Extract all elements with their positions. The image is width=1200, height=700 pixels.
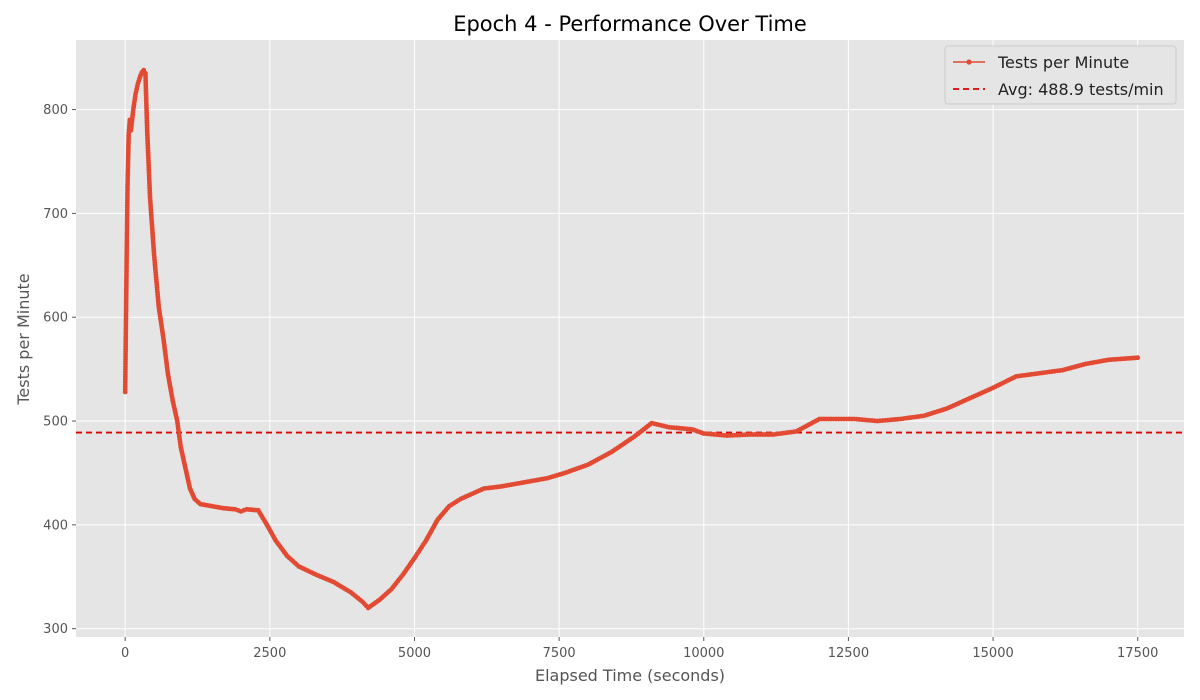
chart-title: Epoch 4 - Performance Over Time (453, 12, 807, 36)
legend: Tests per Minute Avg: 488.9 tests/min (944, 45, 1177, 105)
x-tick-label: 15000 (972, 646, 1013, 661)
y-tick-label: 600 (43, 311, 68, 326)
y-tick-label: 300 (43, 622, 68, 637)
x-axis-label: Elapsed Time (seconds) (535, 666, 725, 685)
legend-series-label: Tests per Minute (997, 53, 1129, 72)
grid (76, 40, 1184, 637)
x-tick-label: 10000 (683, 646, 724, 661)
x-axis: 0 2500 5000 7500 10000 12500 15000 17500 (121, 637, 1158, 661)
data-point (1135, 355, 1141, 361)
series-group (122, 67, 1141, 611)
x-tick-label: 0 (121, 646, 129, 661)
x-tick-label: 2500 (253, 646, 286, 661)
y-axis-label: Tests per Minute (14, 273, 33, 405)
x-tick-label: 7500 (543, 646, 576, 661)
legend-series-marker (966, 59, 972, 65)
plot-area (76, 40, 1184, 637)
y-tick-label: 700 (43, 207, 68, 222)
legend-average-label: Avg: 488.9 tests/min (998, 80, 1164, 99)
y-tick-label: 400 (43, 518, 68, 533)
x-tick-label: 12500 (828, 646, 869, 661)
y-axis: 300 400 500 600 700 800 (43, 103, 76, 637)
x-tick-label: 5000 (398, 646, 431, 661)
y-tick-label: 800 (43, 103, 68, 118)
legend-box (944, 45, 1177, 105)
y-tick-label: 500 (43, 415, 68, 430)
x-tick-label: 17500 (1117, 646, 1158, 661)
